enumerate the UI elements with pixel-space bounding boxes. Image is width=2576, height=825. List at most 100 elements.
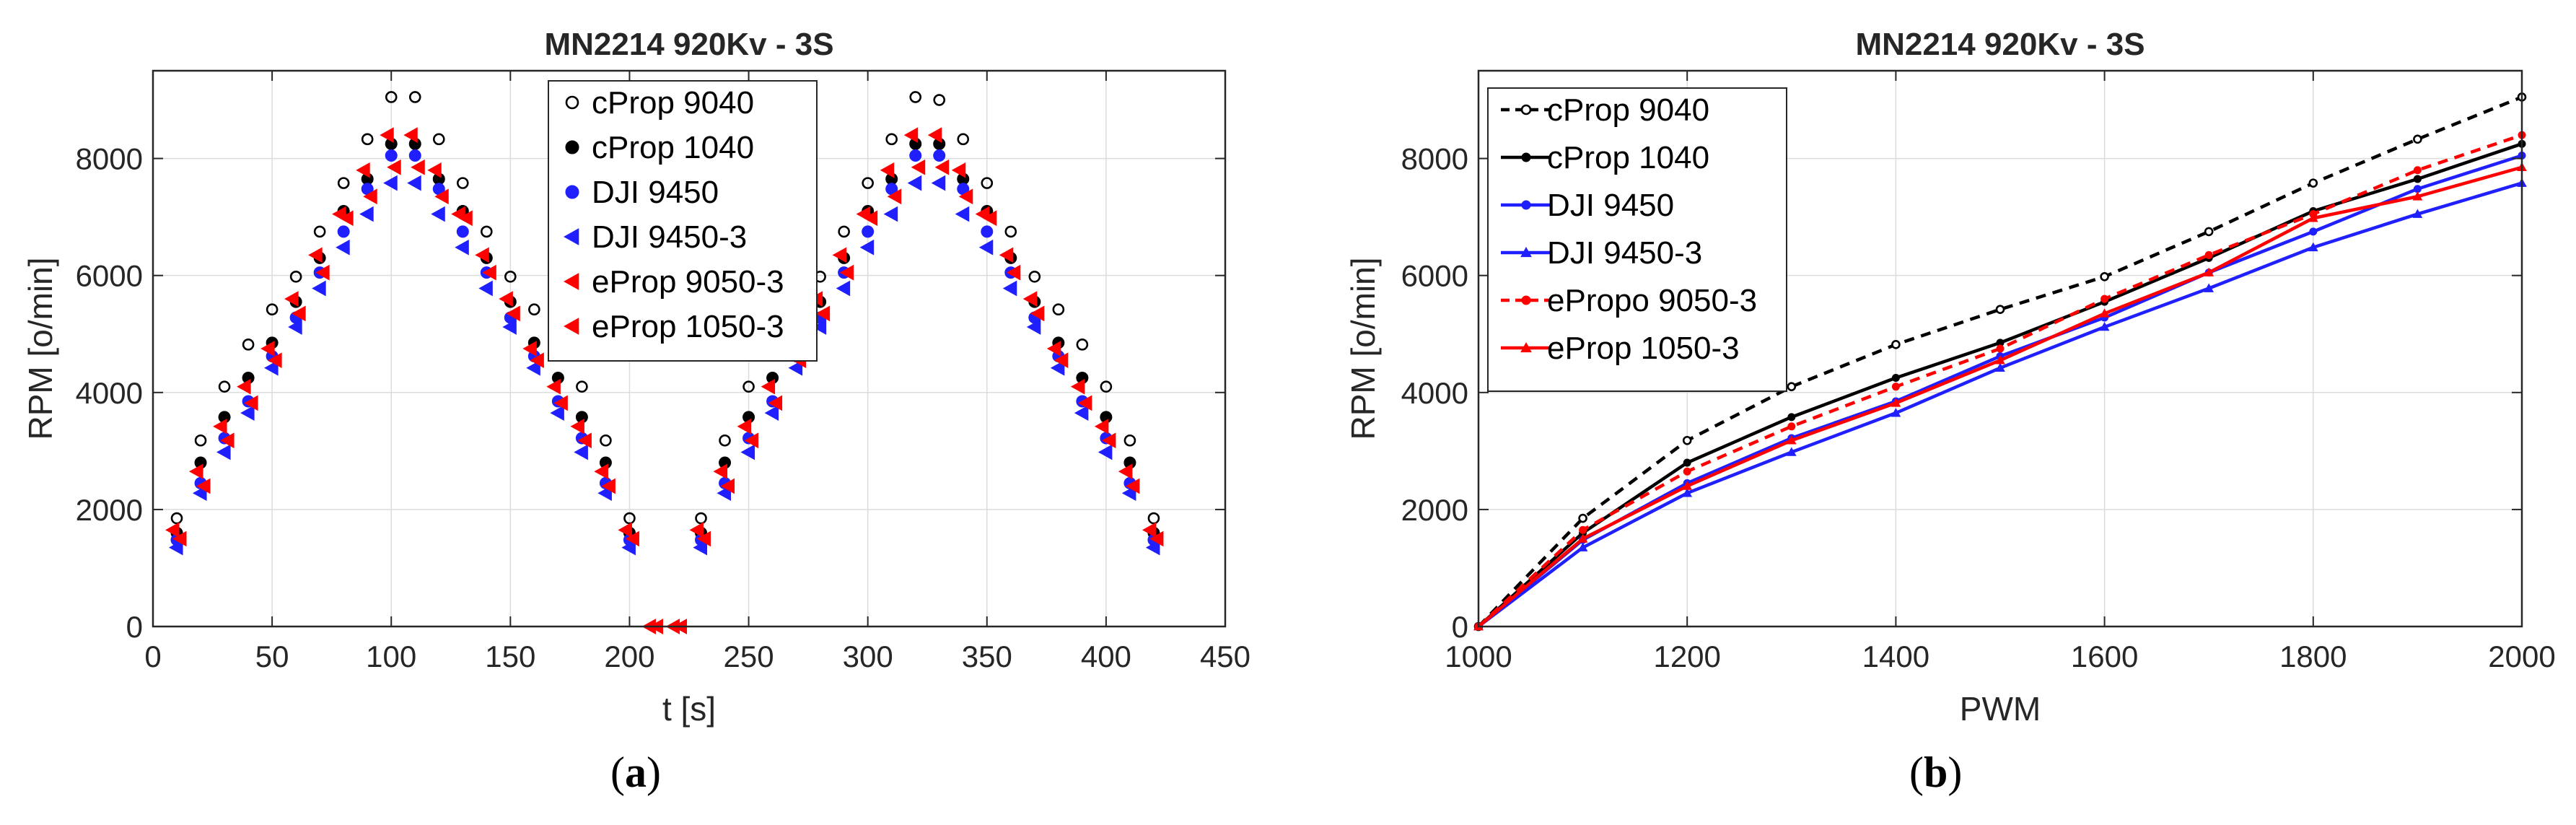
chart-b-legend-item-label: DJI 9450 (1547, 188, 1674, 223)
chart-a-series-dji-9450-3-point (168, 539, 183, 556)
chart-a-axes-box (152, 69, 1227, 628)
chart-a-series-dji-9450-point (862, 225, 875, 238)
chart-a-series-epropo-9050-3-point (713, 463, 728, 480)
chart-a-series-cprop-9040-point (623, 512, 636, 525)
chart-a-series-eprop-1050-3-point (339, 210, 354, 227)
chart-b-series-dji-9450-3-point (1786, 447, 1797, 456)
chart-a-series-cprop-9040-point (289, 271, 302, 283)
chart-a-x-tick-label: 250 (724, 640, 774, 673)
chart-a-ticks: 0 50 100 150 200 250 300 350 400 450 0 2000 4000 6000… (76, 71, 1250, 673)
chart-a-series-dji-9450-point (981, 225, 994, 238)
chart-a-series-epropo-9050-3-point (475, 247, 489, 263)
chart-a-series-eprop-1050-3-point (720, 478, 735, 494)
chart-a-series-eprop-1050-3-point (244, 395, 258, 411)
chart-a-series-epropo-9050-3-point (356, 162, 370, 178)
chart-a-series-dji-9450-3-point (216, 444, 231, 460)
chart-a-series-epropo-9050-3-point (380, 127, 394, 144)
chart-a-series-dji-9450-3-point (240, 405, 255, 422)
chart-b-legend-item: cProp 9040 (1501, 92, 1709, 128)
chart-a-legend-item: eProp 9050-3 (563, 264, 784, 300)
chart-a-series-dji-9450-3-point (740, 444, 755, 460)
chart-a-series-eprop-1050-3-point (863, 210, 878, 227)
chart-a-y-tick-label: 4000 (76, 376, 143, 410)
chart-a-series-eprop-1050-3-point (1053, 352, 1069, 369)
chart-b-y-tick-label: 4000 (1401, 376, 1468, 410)
chart-a-x-tick-label: 450 (1200, 640, 1250, 673)
chart-a-series-epropo-9050-3-point (594, 463, 608, 480)
chart-a-series-dji-9450-3-point (407, 175, 421, 191)
chart-b-series-eprop-9050-3 (1474, 131, 2526, 631)
chart-b-series-dji-9450-point (2413, 185, 2422, 193)
chart-a-series-dji-9450-3-point (812, 319, 827, 335)
chart-b-series-dji-9450-3-point (2099, 321, 2110, 331)
chart-b-series-dji-9450-3-point (2412, 209, 2423, 218)
chart-b-series-eprop-1050-3-point (2412, 191, 2423, 201)
chart-b-series-cprop-9040-point (2100, 272, 2109, 281)
chart-b-x-tick-label: 2000 (2488, 640, 2555, 673)
chart-a-series-eprop-1050-3-point (530, 352, 544, 369)
chart-a-series-epropo-9050-3-point (213, 418, 227, 435)
chart-a-series-epropo-9050-3-point (237, 378, 251, 395)
chart-b-series-dji-9450-3-point (1682, 488, 1693, 497)
chart-b-legend-item-label: cProp 9040 (1547, 92, 1709, 128)
chart-a-legend: cProp 9040 cProp 1040 DJI 9450 DJI 9450-3 eP… (548, 80, 818, 362)
chart-a-series-cprop-9040-point (1123, 434, 1136, 447)
chart-a-series-dji-9450-3-point (502, 319, 517, 335)
chart-b-series-dji-9450-point (2309, 227, 2318, 236)
chart-a-series-cprop-9040-point (981, 177, 994, 189)
chart-a-series-eprop-1050-3-point (1077, 395, 1092, 411)
chart-a-series-cprop-9040-point (838, 225, 850, 238)
chart-a-x-tick-label: 0 (144, 640, 161, 673)
chart-b-series-dji-9450-3-point (1577, 542, 1588, 551)
chart-a-x-tick-label: 200 (604, 640, 654, 673)
chart-a-series-cprop-9040-point (1052, 303, 1065, 315)
chart-a-series-epropo-9050-3-point (689, 522, 704, 538)
chart-a-series-dji-9450-3-point (312, 280, 326, 297)
chart-a-series-cprop-9040-point (862, 177, 874, 189)
chart-b-series-eprop-1050-3-point (2308, 213, 2318, 222)
chart-a-series-dji-9450-3-point (526, 359, 540, 376)
chart-b-legend-item-marker (1520, 341, 1532, 353)
chart-a-series-epropo-9050-3-point (189, 463, 203, 480)
chart-b-series-eprop-1050-3-point (2099, 308, 2110, 318)
chart-a-series-dji-9450-3-point (836, 280, 851, 297)
chart-a-series-eprop-1050-3-point (982, 210, 997, 227)
chart-a-series-epropo-9050-3-point (1046, 341, 1061, 357)
chart-a-series-eprop-1050-3-point (482, 264, 496, 281)
chart-a-series-dji-9450-3-point (907, 175, 922, 191)
chart-a-series-dji-9450-point (408, 149, 421, 162)
chart-b-legend-item-marker (1520, 246, 1532, 258)
chart-a-series-epropo-9050-3-point (618, 522, 632, 538)
chart-a-series-cprop-9040-point (719, 434, 731, 447)
chart-b-legend-item-label: DJI 9450-3 (1547, 235, 1702, 271)
chart-b-legend-box (1487, 87, 1787, 392)
chart-a-series-epropo-9050-3-point (999, 247, 1014, 263)
chart-a-series-eprop-1050-3-point (934, 159, 950, 175)
chart-a-series-dji-9450-3-point (955, 206, 970, 222)
chart-b-x-tick-label: 1200 (1653, 640, 1720, 673)
chart-a-series-cprop-9040-point (504, 271, 517, 283)
chart-a-series-epropo-9050-3-point (570, 418, 584, 435)
chart-a-series-eprop-1050-3-point (363, 188, 377, 205)
chart-b-series-cprop-9040-point (2308, 178, 2318, 188)
chart-a-series-dji-9450-3-point (1074, 405, 1089, 422)
chart-b-caption: (b) (1909, 748, 1962, 796)
chart-a-series-dji-9450-3-point (431, 206, 445, 222)
chart-a-series-cprop-9040-point (432, 133, 445, 146)
chart-b-legend-item-label: cProp 1040 (1547, 140, 1709, 175)
chart-b-x-tick-label: 1000 (1445, 640, 1512, 673)
chart-a-y-tick-label: 2000 (76, 493, 143, 527)
chart-a-legend-item-label: eProp 9050-3 (592, 264, 784, 300)
chart-a-series-cprop-9040-point (576, 380, 588, 393)
chart-a-series-eprop-1050-3-point (1125, 478, 1140, 494)
chart-a-series-epropo-9050-3-point (546, 378, 561, 395)
chart-b-series-cprop-9040-point (2204, 227, 2214, 237)
chart-b-legend-item-marker (1521, 200, 1531, 210)
chart-a-series-dji-9450-3-point (978, 239, 994, 256)
chart-a-y-tick-label: 8000 (76, 142, 143, 176)
chart-a-series-dji-9450-3-point (264, 359, 279, 376)
chart-a-series-eprop-1050-3-point (911, 159, 926, 175)
chart-a-series-eprop-1050-3-point (958, 188, 973, 205)
chart-a-series-cprop-9040-point (1076, 339, 1089, 351)
chart-a-x-tick-label: 50 (255, 640, 289, 673)
